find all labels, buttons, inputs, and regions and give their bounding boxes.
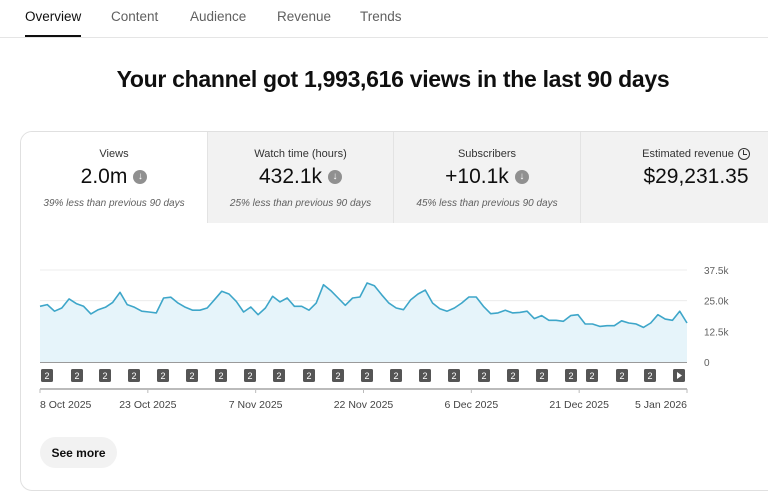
video-marker-label: 2	[451, 371, 456, 381]
video-marker-label: 2	[102, 371, 107, 381]
video-marker-label: 2	[589, 371, 594, 381]
video-marker-label: 2	[44, 371, 49, 381]
video-marker-label: 2	[74, 371, 79, 381]
x-tick-label: 5 Jan 2026	[635, 399, 687, 411]
video-marker-label: 2	[539, 371, 544, 381]
x-tick-label: 22 Nov 2025	[334, 399, 394, 411]
video-marker-label: 2	[364, 371, 369, 381]
x-tick-label: 8 Oct 2025	[40, 399, 92, 411]
y-tick-label: 12.5k	[704, 327, 729, 338]
video-marker-label: 2	[647, 371, 652, 381]
video-marker-label: 2	[247, 371, 252, 381]
video-marker-label: 2	[568, 371, 573, 381]
see-more-button[interactable]: See more	[40, 437, 117, 468]
video-marker-label: 2	[422, 371, 427, 381]
video-marker-label: 2	[218, 371, 223, 381]
y-tick-label: 37.5k	[704, 266, 729, 277]
video-marker-label: 2	[393, 371, 398, 381]
x-tick-label: 7 Nov 2025	[229, 399, 283, 411]
video-marker-label: 2	[306, 371, 311, 381]
video-marker-label: 2	[189, 371, 194, 381]
x-tick-label: 23 Oct 2025	[119, 399, 176, 411]
views-chart: 37.5k 25.0k 12.5k 0 2 2 2 2 2 2 2 2 2 2 2 2 2 2 2 2 2 2 2 2 2 2 8 …	[0, 0, 768, 472]
video-marker-label: 2	[619, 371, 624, 381]
video-marker-label: 2	[510, 371, 515, 381]
video-marker-label: 2	[335, 371, 340, 381]
video-marker-label: 2	[276, 371, 281, 381]
x-tick-label: 6 Dec 2025	[444, 399, 498, 411]
video-marker-label: 2	[131, 371, 136, 381]
y-tick-label: 0	[704, 358, 710, 369]
x-tick-label: 21 Dec 2025	[549, 399, 609, 411]
area-fill	[40, 283, 687, 362]
y-tick-label: 25.0k	[704, 297, 729, 308]
video-marker-label: 2	[160, 371, 165, 381]
video-marker-label: 2	[481, 371, 486, 381]
